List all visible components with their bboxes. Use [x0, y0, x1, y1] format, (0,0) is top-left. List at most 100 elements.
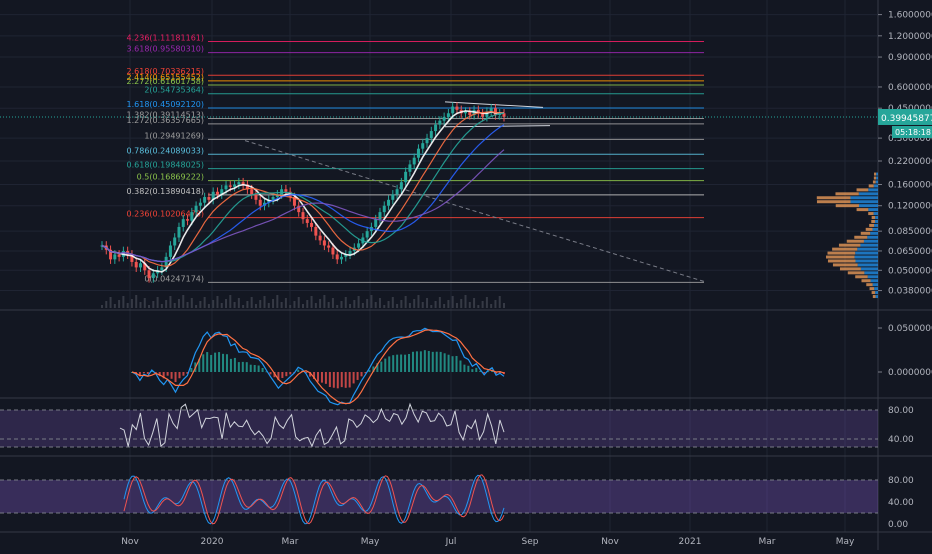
price-tick-label: 0.30000000: [888, 134, 932, 144]
candle-body: [434, 124, 438, 132]
macd-histogram-bar: [400, 354, 403, 372]
candle-body: [254, 194, 258, 200]
macd-histogram-bar: [289, 372, 292, 375]
last-price-label: 0.39945877: [881, 114, 932, 124]
macd-histogram-bar: [150, 370, 153, 372]
macd-histogram-bar: [360, 372, 363, 377]
macd-histogram-bar: [483, 372, 486, 374]
candle-body: [451, 106, 455, 114]
fib-level-label: 2(0.54735364): [144, 86, 204, 95]
volume-bar: [310, 296, 313, 308]
volume-bar: [464, 295, 467, 308]
volume-profile-bar: [872, 283, 878, 287]
candle-body: [245, 184, 249, 190]
volume-bar: [118, 300, 121, 308]
volume-bar: [481, 301, 484, 308]
macd-histogram-bar: [317, 372, 319, 382]
volume-bar: [122, 296, 125, 308]
volume-bar: [378, 298, 381, 308]
candle-body: [113, 254, 117, 260]
macd-histogram-bar: [253, 365, 256, 372]
volume-profile-bar: [867, 275, 878, 279]
volume-profile-bar: [832, 247, 858, 251]
volume-bar: [417, 295, 420, 308]
volume-bar: [233, 302, 236, 308]
time-tick-label: Mar: [282, 537, 299, 547]
volume-bar: [113, 304, 116, 308]
volume-bar: [216, 296, 219, 308]
volume-profile-bar: [846, 239, 864, 243]
stoch-tick-label: 0.00: [888, 520, 908, 530]
fib-level-label: 2.618(0.70336215): [127, 67, 205, 76]
candle-body: [258, 199, 262, 206]
macd-line: [131, 327, 505, 406]
volume-profile-bar: [860, 267, 878, 271]
volume-bar: [207, 304, 210, 308]
volume-bar: [267, 303, 270, 308]
volume-bar: [169, 296, 172, 308]
candle-body: [164, 256, 168, 268]
volume-bar: [336, 305, 339, 308]
macd-histogram-bar: [495, 372, 498, 374]
price-axis: 1.60000000 1.20000000 0.90000000 0.60000000…: [878, 11, 932, 297]
candle-body: [224, 185, 228, 190]
macd-histogram-bar: [356, 372, 359, 380]
candle-body: [280, 189, 284, 195]
candle-body: [481, 113, 485, 117]
volume-bar: [109, 297, 112, 308]
volume-bar: [314, 303, 317, 308]
macd-histogram-bar: [423, 350, 426, 372]
macd-histogram-bar: [178, 372, 181, 379]
volume-profile-bar: [838, 243, 861, 247]
stoch-tick-label: 40.00: [888, 498, 914, 508]
volume-bar: [323, 295, 326, 308]
fib-level-label: 1.272(0.36357665): [127, 116, 205, 125]
volume-profile-bar: [860, 231, 871, 235]
volume-profile-bar: [854, 235, 868, 239]
macd-histogram-bar: [186, 372, 189, 374]
volume-profile-bar: [816, 196, 851, 200]
trendline-dashed: [244, 140, 705, 282]
candle-body: [468, 111, 472, 116]
volume-profile-bar: [847, 271, 865, 275]
macd-histogram-bar: [340, 372, 343, 388]
moving-average-line: [101, 110, 505, 267]
macd-histogram-bar: [162, 372, 165, 379]
candle-body: [318, 235, 322, 241]
candle-body: [455, 106, 459, 110]
volume-bar: [353, 300, 356, 308]
volume-bar: [186, 302, 189, 308]
candle-body: [464, 111, 468, 114]
candle-body: [233, 184, 237, 187]
macd-histogram-bar: [455, 355, 458, 372]
macd-signal-line: [131, 329, 505, 405]
volume-profile-bar: [835, 192, 859, 196]
volume-profile-bar: [860, 243, 878, 247]
rsi-tick-label: 80.00: [888, 406, 914, 416]
macd-histogram-bar: [281, 372, 284, 378]
candle-body: [395, 189, 399, 195]
macd-histogram-bar: [174, 372, 177, 383]
macd-histogram-bar: [210, 354, 213, 372]
candle-body: [485, 111, 489, 117]
time-tick-label: 2020: [201, 537, 224, 547]
volume-bar: [284, 298, 287, 308]
volume-bar: [344, 297, 347, 308]
macd-histogram-bar: [297, 369, 300, 372]
volume-profile-bar: [873, 184, 878, 188]
volume-profile-bar: [858, 192, 878, 196]
volume-profile-bar: [876, 176, 878, 180]
candle-body: [489, 108, 493, 112]
macd-histogram-bar: [380, 361, 383, 372]
macd-histogram-bar: [257, 365, 260, 372]
candle-body: [138, 263, 142, 268]
volume-bar: [165, 300, 168, 308]
macd-histogram-bar: [237, 362, 240, 372]
volume-profile-bar: [827, 259, 856, 263]
candle-body: [186, 219, 190, 221]
candle-body: [399, 182, 403, 190]
candle-body: [194, 205, 198, 213]
volume-bar: [101, 305, 103, 308]
macd-histogram-bar: [170, 372, 173, 379]
